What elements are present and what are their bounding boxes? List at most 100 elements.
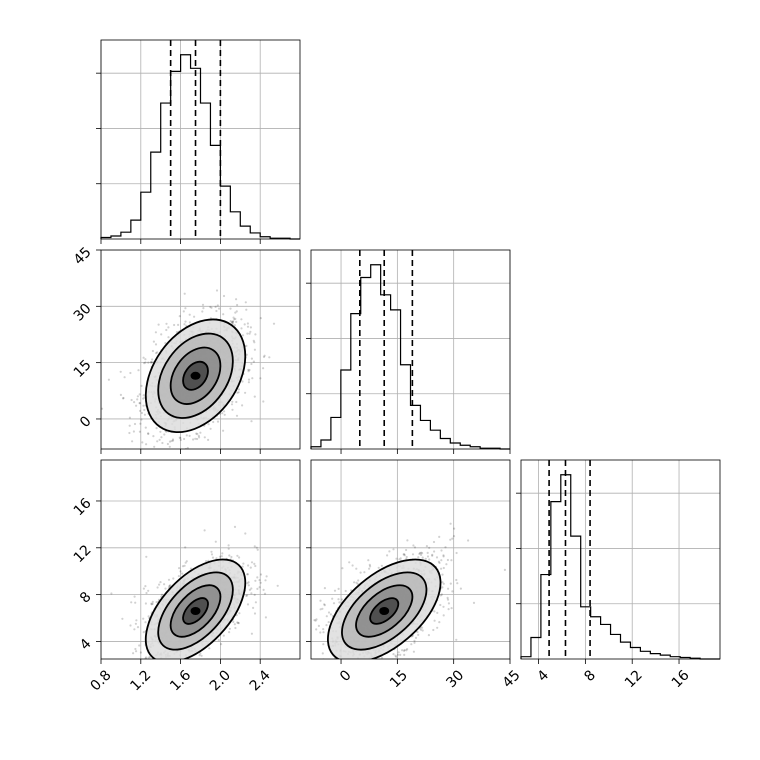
sample-point [304,653,306,655]
sample-point [337,598,340,601]
sample-point [235,414,239,417]
sample-point [268,356,271,359]
sample-point [181,572,184,575]
sample-point [424,557,427,560]
sample-point [237,391,240,394]
sample-point [319,599,322,602]
sample-point [394,654,397,657]
sample-point [123,669,125,671]
sample-point [420,551,423,554]
sample-point [245,353,248,356]
sample-point [248,588,251,592]
sample-point [256,548,259,551]
sample-point [244,301,247,304]
sample-point [132,652,135,655]
histogram-1 [310,264,510,450]
sample-point [240,318,243,321]
sample-point [156,351,159,354]
sample-point [354,663,356,665]
sample-point [459,587,462,590]
sample-point [131,440,134,443]
sample-point [173,323,176,327]
sample-point [237,622,240,625]
sample-point [150,361,153,364]
sample-point [234,311,237,314]
sample-point [158,438,161,441]
sample-point [316,682,318,684]
sample-point [440,567,443,570]
sample-point [258,586,261,589]
sample-point [142,617,145,620]
sample-point [209,305,212,309]
sample-point [167,578,171,581]
sample-point [451,537,454,540]
sample-point [171,666,173,668]
sample-point [160,665,162,667]
sample-point [357,662,359,664]
sample-point [222,313,225,316]
sample-point [170,663,172,665]
sample-point [403,648,406,652]
sample-point [426,551,429,555]
sample-point [183,462,185,464]
sample-point [442,605,445,608]
sample-point [250,357,253,360]
sample-point [338,601,341,604]
sample-point [410,643,413,646]
frame-0-0 [100,39,301,240]
sample-point [159,430,162,433]
sample-point [467,539,470,542]
x-tick-label-1-2: 30 [443,667,467,691]
sample-point [320,699,322,701]
sample-point [412,650,415,653]
sample-point [185,560,188,563]
sample-point [168,445,171,448]
sample-point [357,579,360,582]
sample-point [162,664,164,666]
sample-point [256,587,259,591]
sample-point [245,308,248,311]
scatter-panel-0-1 [100,249,301,464]
sample-point [189,567,193,570]
sample-point [399,557,402,560]
sample-point [194,437,197,440]
sample-point [246,332,249,335]
sample-point [228,554,231,557]
sample-point [247,581,250,584]
sample-point [368,567,371,570]
sample-point [246,573,249,576]
sample-point [122,397,125,400]
sample-point [397,653,400,656]
sample-point [265,575,268,578]
sample-point [353,581,356,584]
sample-point [432,540,436,544]
sample-point [272,322,276,325]
sample-point [153,663,155,665]
sample-point [253,545,256,548]
sample-point [324,677,326,679]
sample-point [167,326,170,329]
density-peak [190,607,201,616]
sample-point [233,324,236,327]
sample-point [163,433,166,436]
sample-point [171,438,175,441]
sample-point [241,380,244,383]
sample-point [231,400,234,403]
contour-3 [144,558,247,659]
frame-0-1 [100,249,301,450]
sample-point [138,401,141,405]
sample-point [447,587,450,590]
sample-point [144,358,147,361]
contour-2 [157,332,234,419]
sample-point [372,666,374,668]
sample-point [220,643,223,646]
sample-point [215,289,219,292]
sample-point [188,321,191,324]
sample-point [140,384,143,387]
sample-point [398,558,401,561]
sample-point [132,430,135,433]
sample-point [322,628,325,631]
sample-point [305,674,307,676]
sample-point [258,579,261,582]
